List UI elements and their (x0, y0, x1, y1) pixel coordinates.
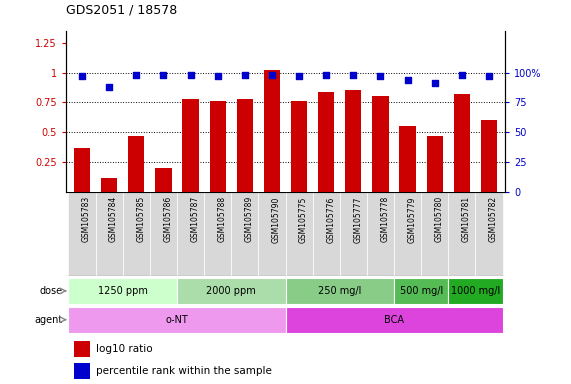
Text: percentile rank within the sample: percentile rank within the sample (96, 366, 272, 376)
Bar (150, 192, 177, 276)
Bar (313, 192, 340, 276)
Point (321, 72, 331, 78)
Text: GSM105783: GSM105783 (82, 196, 91, 242)
Point (403, 77, 412, 83)
Bar (210, 101, 226, 192)
Text: o-NT: o-NT (166, 314, 188, 325)
Bar (74, 148, 90, 192)
Bar (258, 192, 286, 276)
Point (267, 72, 276, 78)
Bar (448, 192, 476, 276)
Bar (236, 99, 253, 192)
Bar (454, 94, 470, 192)
Bar (74, 341, 90, 356)
Bar (74, 363, 90, 379)
Bar (421, 192, 448, 276)
Bar (95, 192, 123, 276)
Bar (345, 91, 361, 192)
Text: GSM105778: GSM105778 (380, 196, 389, 242)
Bar (69, 307, 286, 333)
Point (349, 72, 358, 78)
Bar (394, 278, 448, 304)
Bar (427, 136, 443, 192)
Bar (204, 192, 231, 276)
Text: GSM105780: GSM105780 (435, 196, 444, 242)
Bar (400, 126, 416, 192)
Text: GSM105784: GSM105784 (109, 196, 118, 242)
Point (104, 84, 114, 90)
Bar (394, 192, 421, 276)
Text: BCA: BCA (384, 314, 404, 325)
Bar (177, 278, 286, 304)
Bar (372, 96, 389, 192)
Text: GSM105776: GSM105776 (326, 196, 335, 243)
Text: GSM105786: GSM105786 (163, 196, 172, 242)
Bar (101, 178, 117, 192)
Bar (340, 192, 367, 276)
Bar (69, 192, 95, 276)
Bar (318, 92, 335, 192)
Point (484, 73, 493, 79)
Text: GSM105790: GSM105790 (272, 196, 281, 243)
Text: 500 mg/l: 500 mg/l (400, 286, 443, 296)
Bar (69, 278, 177, 304)
Text: GSM105777: GSM105777 (353, 196, 363, 243)
Point (295, 73, 304, 79)
Bar (264, 70, 280, 192)
Bar (177, 192, 204, 276)
Text: GSM105781: GSM105781 (462, 196, 471, 242)
Text: GSM105785: GSM105785 (136, 196, 145, 242)
Text: GSM105787: GSM105787 (191, 196, 199, 242)
Point (186, 72, 195, 78)
Bar (367, 192, 394, 276)
Text: GSM105775: GSM105775 (299, 196, 308, 243)
Bar (128, 136, 144, 192)
Point (159, 72, 168, 78)
Point (457, 72, 467, 78)
Point (78, 73, 87, 79)
Bar (286, 278, 394, 304)
Bar (123, 192, 150, 276)
Bar (286, 307, 502, 333)
Point (376, 73, 385, 79)
Bar (231, 192, 258, 276)
Bar (481, 120, 497, 192)
Point (213, 73, 222, 79)
Bar (182, 99, 199, 192)
Bar (155, 168, 171, 192)
Text: GDS2051 / 18578: GDS2051 / 18578 (66, 4, 177, 17)
Bar (291, 101, 307, 192)
Text: 1000 mg/l: 1000 mg/l (451, 286, 500, 296)
Text: agent: agent (35, 314, 63, 325)
Text: dose: dose (40, 286, 63, 296)
Point (132, 72, 141, 78)
Bar (286, 192, 313, 276)
Bar (476, 192, 502, 276)
Text: log10 ratio: log10 ratio (96, 344, 153, 354)
Bar (448, 278, 502, 304)
Point (240, 72, 250, 78)
Point (430, 80, 439, 86)
Text: 1250 ppm: 1250 ppm (98, 286, 147, 296)
Text: GSM105779: GSM105779 (408, 196, 417, 243)
Text: GSM105782: GSM105782 (489, 196, 498, 242)
Text: 2000 ppm: 2000 ppm (206, 286, 256, 296)
Text: 250 mg/l: 250 mg/l (318, 286, 361, 296)
Text: GSM105789: GSM105789 (245, 196, 254, 242)
Text: GSM105788: GSM105788 (218, 196, 227, 242)
